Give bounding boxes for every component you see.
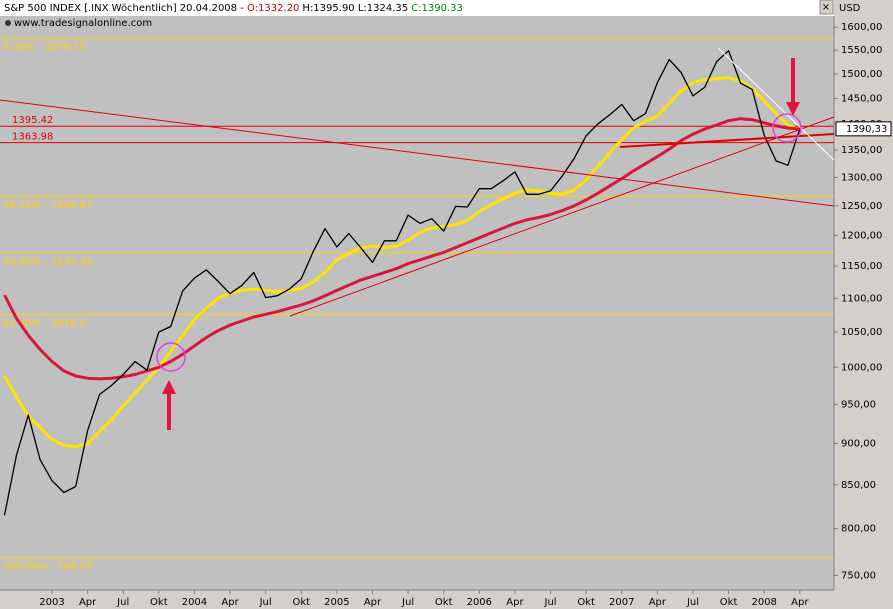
x-tick-label: Jul <box>544 597 557 608</box>
y-tick-label: 800,00 <box>841 524 876 535</box>
y-tick-label: 1100,00 <box>841 293 882 304</box>
header: S&P 500 INDEX [.INX Wöchentlich] 20.04.2… <box>4 3 463 14</box>
trendline <box>0 99 835 207</box>
source-icon <box>5 20 11 26</box>
series-line <box>3 76 801 449</box>
instrument: S&P 500 INDEX [.INX Wöchentlich] 20.04.2… <box>4 3 247 14</box>
x-tick-label: Okt <box>150 597 168 608</box>
y-tick-label: 1450,00 <box>841 93 882 104</box>
currency: USD <box>839 3 861 14</box>
highlight-circle <box>772 113 802 143</box>
resistance-label: 1395.42 <box>12 115 53 126</box>
close-button[interactable] <box>819 0 834 15</box>
y-tick-label: 1200,00 <box>841 230 882 241</box>
x-tick-label: Okt <box>720 597 738 608</box>
x-tick-label: Apr <box>506 597 524 608</box>
source: www.tradesignalonline.com <box>14 18 152 29</box>
plot-area <box>0 16 834 590</box>
y-tick-label: 1350,00 <box>841 145 882 156</box>
x-tick-label: 2007 <box>609 597 634 608</box>
header-bar <box>0 0 834 16</box>
x-tick-label: Okt <box>435 597 453 608</box>
x-tick-label: 2003 <box>39 597 64 608</box>
x-tick-label: Apr <box>79 597 97 608</box>
last-price-box <box>835 121 892 137</box>
last-price-label: 1390,33 <box>846 124 887 135</box>
x-tick-label: Jul <box>116 597 129 608</box>
y-tick-label: 1500,00 <box>841 69 882 80</box>
y-tick-label: 1150,00 <box>841 261 882 272</box>
close-icon[interactable]: × <box>822 2 830 13</box>
x-tick-label: Apr <box>649 597 667 608</box>
series-line <box>3 50 801 516</box>
x-tick-label: Okt <box>577 597 595 608</box>
x-tick-label: 2004 <box>182 597 207 608</box>
y-tick-label: 850,00 <box>841 480 876 491</box>
y-tick-label: 1000,00 <box>841 362 882 373</box>
fib-label: 50.00% - 1171.34 <box>3 257 92 268</box>
y-tick-label: 950,00 <box>841 399 876 410</box>
x-tick-label: 2008 <box>751 597 776 608</box>
close: C:1390.33 <box>411 3 463 14</box>
y-tick-label: 1300,00 <box>841 172 882 183</box>
trendline <box>289 116 835 317</box>
plot: 0.00% - 1576.15 38.20% - 1266.87 50.00% - … <box>0 37 834 573</box>
x-tick-label: Jul <box>259 597 272 608</box>
fib-label: 100.00% - 768.53 <box>3 562 92 573</box>
x-tick-label: Okt <box>292 597 310 608</box>
x-tick-label: Apr <box>791 597 809 608</box>
resistance-label: 1363.98 <box>12 132 53 143</box>
fib-label: 38.20% - 1266.87 <box>3 200 92 211</box>
y-tick-label: 1250,00 <box>841 201 882 212</box>
fib-label: 61.80% - 1076.0 <box>3 318 86 329</box>
y-tick-label: 750,00 <box>841 570 876 581</box>
fib-label: 0.00% - 1576.15 <box>3 42 86 53</box>
highlight-circle <box>156 342 186 372</box>
y-tick-label: 1550,00 <box>841 45 882 56</box>
x-tick-label: Apr <box>221 597 239 608</box>
y-tick-label: 900,00 <box>841 438 876 449</box>
y-tick-label: 1600,00 <box>841 22 882 33</box>
x-tick-label: Jul <box>401 597 414 608</box>
x-tick-label: 2006 <box>467 597 492 608</box>
open: O:1332.20 <box>247 3 299 14</box>
high-low: H:1395.90 L:1324.35 <box>302 3 408 14</box>
x-tick-label: Apr <box>364 597 382 608</box>
x-tick-label: 2005 <box>324 597 349 608</box>
x-tick-label: Jul <box>686 597 699 608</box>
arrow-head <box>162 380 176 394</box>
trendline <box>717 47 835 161</box>
series-line <box>3 117 800 381</box>
y-tick-label: 1050,00 <box>841 327 882 338</box>
arrow-head <box>786 102 800 116</box>
